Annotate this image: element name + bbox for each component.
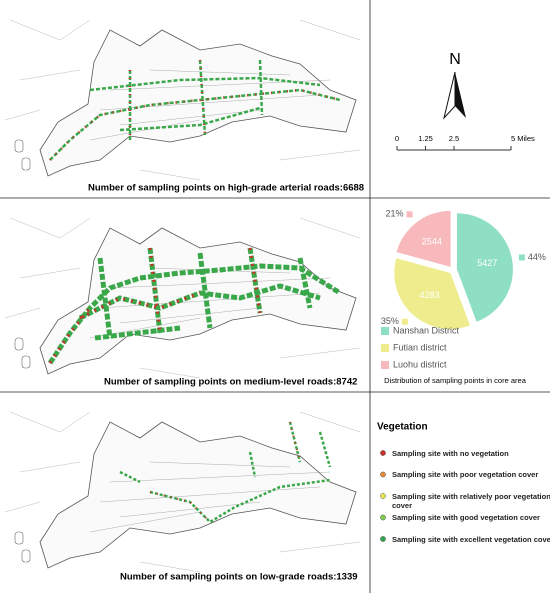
percent-swatch (401, 318, 408, 325)
legend-label: Sampling site with relatively poor veget… (392, 491, 550, 510)
pie-slice (456, 213, 513, 322)
scale-label: 1.25 (418, 134, 433, 143)
pie-caption: Distribution of sampling points in core … (384, 376, 527, 385)
percent-label: 21% (385, 209, 403, 219)
legend-swatch (381, 344, 389, 352)
slice-label: 4283 (420, 290, 440, 300)
legend-label: Luohu district (393, 359, 447, 369)
legend-swatch (381, 327, 389, 335)
pie-slice (396, 210, 451, 267)
slice-label: 5427 (477, 258, 497, 268)
legend-label: Sampling site with good vegetation cover (392, 513, 540, 522)
legend-swatch (381, 361, 389, 369)
map-caption: Number of sampling points on low-grade r… (120, 572, 358, 583)
north-arrow (455, 72, 466, 118)
percent-swatch (518, 254, 525, 261)
legend-label: Sampling site with no vegetation (392, 448, 509, 458)
map-caption: Number of sampling points on high-grade … (88, 183, 364, 194)
map-panel (4, 411, 361, 573)
map-caption: Number of sampling points on medium-leve… (104, 377, 357, 388)
legend-marker (380, 450, 386, 456)
percent-swatch (406, 211, 413, 218)
pie-slice (394, 258, 470, 329)
legend-marker (380, 514, 386, 521)
legend-marker (380, 536, 386, 542)
legend-label: Sampling site with poor vegetation cover (392, 470, 539, 479)
legend-label: Sampling site with excellent vegetation … (392, 534, 550, 544)
scale-label: 5 Miles (511, 134, 535, 143)
north-label: N (449, 51, 461, 68)
map-panel (4, 19, 361, 181)
slice-label: 2544 (422, 237, 442, 247)
legend-label: Nanshan District (393, 325, 460, 335)
legend-label: Futian district (393, 342, 447, 352)
legend-title: Vegetation (377, 422, 428, 433)
scale-label: 2.5 (449, 134, 459, 143)
map-panel (4, 217, 361, 379)
percent-label: 35% (381, 316, 399, 326)
scale-label: 0 (395, 134, 399, 143)
legend-marker (380, 493, 386, 499)
legend-marker (380, 471, 386, 478)
percent-label: 44% (528, 252, 546, 262)
north-arrow (443, 71, 456, 120)
